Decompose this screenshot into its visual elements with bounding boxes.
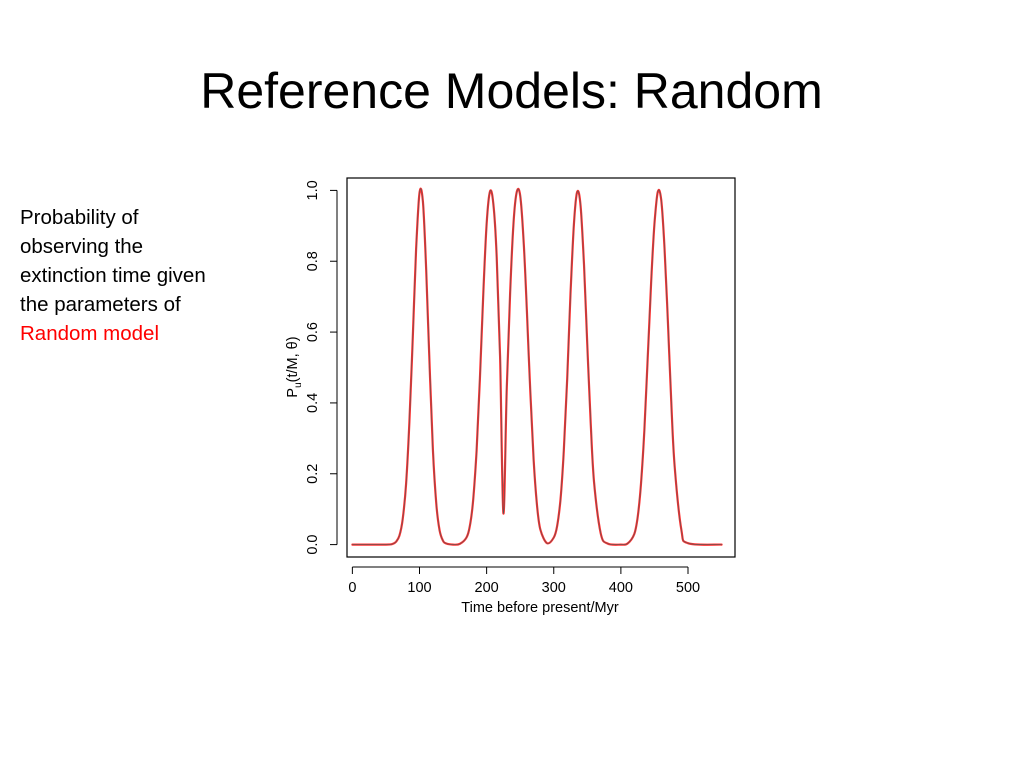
x-tick-label: 0	[348, 580, 356, 596]
caption-text: Probability of observing the extinction …	[20, 203, 270, 348]
y-tick-label: 0.0	[305, 535, 321, 555]
plot-frame	[346, 177, 736, 558]
x-tick-label: 200	[475, 580, 499, 596]
x-axis: 0 100 200 300 400 500	[348, 566, 700, 596]
caption-line: Probability of	[20, 206, 139, 229]
y-tick-label: 0.4	[305, 393, 321, 413]
y-axis-label-rest: (t/M, θ)	[285, 336, 301, 382]
caption-line: the parameters of	[20, 293, 181, 316]
probability-curve-inner	[352, 188, 722, 546]
y-axis-label-main: P	[285, 388, 301, 398]
y-tick-label: 0.6	[305, 322, 321, 342]
y-axis: 0.0 0.2 0.4 0.6 0.8 1.0	[305, 180, 338, 555]
y-tick-label: 0.8	[305, 251, 321, 271]
x-axis-label: Time before present/Myr	[461, 600, 619, 616]
caption-highlight: Random model	[20, 322, 160, 345]
y-tick-label: 0.2	[305, 464, 321, 484]
caption-line: extinction time given	[20, 264, 206, 287]
x-tick-label: 300	[542, 580, 566, 596]
probability-curve-outer	[351, 187, 723, 546]
y-axis-label-sub: u	[293, 382, 304, 388]
caption-line: observing the	[20, 235, 144, 258]
y-axis-label: Pu(t/M, θ)	[285, 336, 304, 397]
slide-title: Reference Models: Random	[200, 63, 823, 119]
y-tick-label: 1.0	[305, 180, 321, 200]
x-tick-label: 500	[676, 580, 700, 596]
x-tick-label: 100	[407, 580, 431, 596]
x-tick-label: 400	[609, 580, 633, 596]
